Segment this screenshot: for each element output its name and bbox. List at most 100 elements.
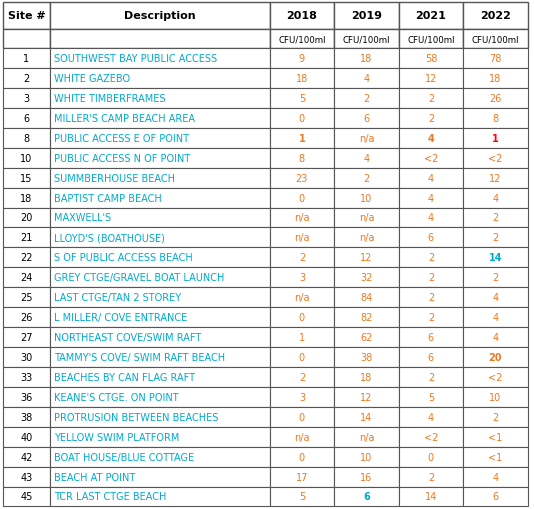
Text: S OF PUBLIC ACCESS BEACH: S OF PUBLIC ACCESS BEACH xyxy=(54,253,193,263)
Bar xyxy=(463,69,528,89)
Bar xyxy=(50,228,270,248)
Bar xyxy=(270,367,334,387)
Text: SOUTHWEST BAY PUBLIC ACCESS: SOUTHWEST BAY PUBLIC ACCESS xyxy=(54,54,217,64)
Text: n/a: n/a xyxy=(294,432,310,442)
Text: 18: 18 xyxy=(360,54,373,64)
Bar xyxy=(270,288,334,307)
Text: 5: 5 xyxy=(299,492,305,501)
Text: 8: 8 xyxy=(23,133,29,144)
Text: 4: 4 xyxy=(363,153,370,163)
Bar xyxy=(3,347,50,367)
Bar xyxy=(3,487,50,506)
Bar xyxy=(50,129,270,149)
Bar xyxy=(50,347,270,367)
Bar xyxy=(3,108,50,129)
Bar xyxy=(334,89,399,108)
Text: 2: 2 xyxy=(428,293,434,302)
Bar xyxy=(399,228,463,248)
Bar xyxy=(3,467,50,487)
Text: 2: 2 xyxy=(492,273,499,282)
Text: 38: 38 xyxy=(20,412,33,422)
Bar xyxy=(270,89,334,108)
Text: 4: 4 xyxy=(428,173,434,183)
Bar xyxy=(463,427,528,447)
Bar xyxy=(270,347,334,367)
Text: 2: 2 xyxy=(428,472,434,482)
Bar xyxy=(334,447,399,467)
Text: <2: <2 xyxy=(423,153,438,163)
Text: 32: 32 xyxy=(360,273,373,282)
Bar xyxy=(463,89,528,108)
Text: 1: 1 xyxy=(299,133,305,144)
Text: 4: 4 xyxy=(492,293,498,302)
Text: 36: 36 xyxy=(20,392,33,402)
Text: WHITE TIMBERFRAMES: WHITE TIMBERFRAMES xyxy=(54,94,166,104)
Bar xyxy=(270,387,334,407)
Bar xyxy=(399,288,463,307)
Bar xyxy=(270,427,334,447)
Text: 42: 42 xyxy=(20,452,33,462)
Text: 25: 25 xyxy=(20,293,33,302)
Text: 6: 6 xyxy=(428,352,434,362)
Bar xyxy=(334,347,399,367)
Text: 2019: 2019 xyxy=(351,11,382,21)
Bar xyxy=(399,168,463,188)
Text: 22: 22 xyxy=(20,253,33,263)
Bar xyxy=(399,407,463,427)
Text: CFU/100ml: CFU/100ml xyxy=(472,35,519,44)
Text: 23: 23 xyxy=(296,173,308,183)
Bar xyxy=(50,149,270,168)
Bar xyxy=(334,367,399,387)
Bar xyxy=(463,188,528,208)
Text: 4: 4 xyxy=(428,193,434,203)
Text: 18: 18 xyxy=(296,74,308,84)
Bar xyxy=(270,307,334,327)
Bar xyxy=(334,30,399,49)
Bar xyxy=(50,467,270,487)
Text: 45: 45 xyxy=(20,492,33,501)
Text: 14: 14 xyxy=(425,492,437,501)
Text: 4: 4 xyxy=(492,332,498,343)
Text: 4: 4 xyxy=(428,133,434,144)
Text: 6: 6 xyxy=(428,233,434,243)
Bar xyxy=(463,307,528,327)
Bar xyxy=(463,327,528,347)
Bar xyxy=(3,3,50,30)
Text: 10: 10 xyxy=(489,392,501,402)
Bar xyxy=(3,228,50,248)
Text: 2022: 2022 xyxy=(480,11,511,21)
Text: <2: <2 xyxy=(488,372,502,382)
Bar xyxy=(399,3,463,30)
Text: 2: 2 xyxy=(428,114,434,124)
Bar xyxy=(399,188,463,208)
Bar xyxy=(399,427,463,447)
Text: 43: 43 xyxy=(20,472,33,482)
Text: <1: <1 xyxy=(488,452,502,462)
Text: 2: 2 xyxy=(363,173,370,183)
Bar xyxy=(334,108,399,129)
Text: TAMMY'S COVE/ SWIM RAFT BEACH: TAMMY'S COVE/ SWIM RAFT BEACH xyxy=(54,352,225,362)
Bar xyxy=(50,108,270,129)
Bar xyxy=(334,427,399,447)
Bar xyxy=(50,188,270,208)
Text: 2: 2 xyxy=(363,94,370,104)
Bar xyxy=(270,327,334,347)
Bar xyxy=(270,149,334,168)
Text: 58: 58 xyxy=(425,54,437,64)
Text: 27: 27 xyxy=(20,332,33,343)
Text: 2: 2 xyxy=(428,313,434,323)
Text: 40: 40 xyxy=(20,432,33,442)
Text: n/a: n/a xyxy=(359,133,374,144)
Bar xyxy=(50,447,270,467)
Bar xyxy=(270,69,334,89)
Text: 78: 78 xyxy=(489,54,501,64)
Bar xyxy=(3,168,50,188)
Text: 5: 5 xyxy=(428,392,434,402)
Bar xyxy=(270,208,334,228)
Bar xyxy=(50,168,270,188)
Bar xyxy=(50,367,270,387)
Text: 8: 8 xyxy=(299,153,305,163)
Bar xyxy=(399,69,463,89)
Text: BOAT HOUSE/BLUE COTTAGE: BOAT HOUSE/BLUE COTTAGE xyxy=(54,452,194,462)
Bar xyxy=(334,467,399,487)
